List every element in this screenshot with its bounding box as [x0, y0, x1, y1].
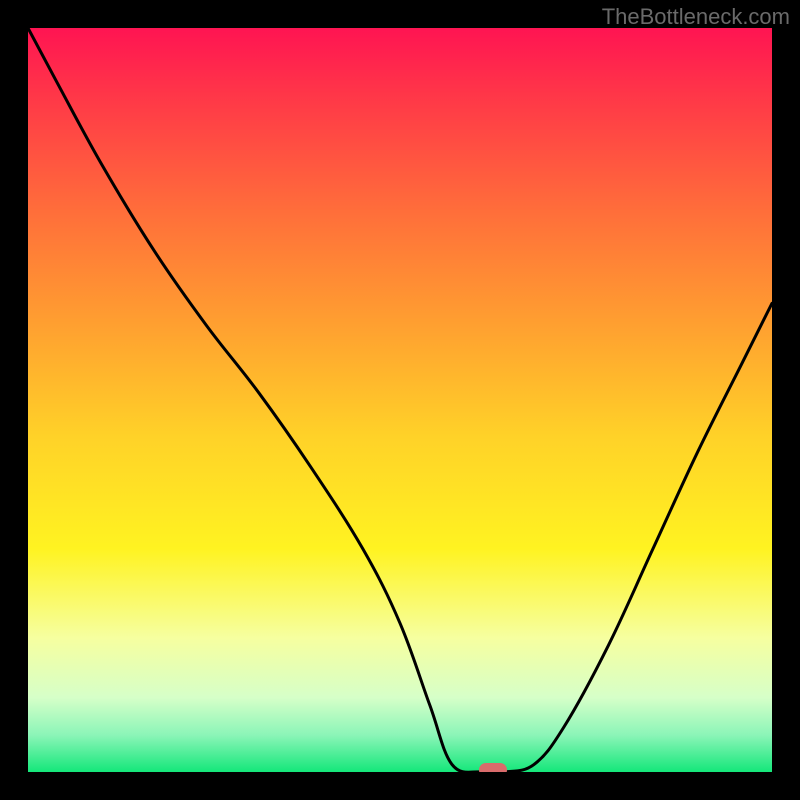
bottleneck-curve [28, 28, 772, 772]
optimal-marker [479, 763, 507, 772]
plot-area [28, 28, 772, 772]
watermark-text: TheBottleneck.com [602, 4, 790, 30]
chart-frame: TheBottleneck.com [0, 0, 800, 800]
